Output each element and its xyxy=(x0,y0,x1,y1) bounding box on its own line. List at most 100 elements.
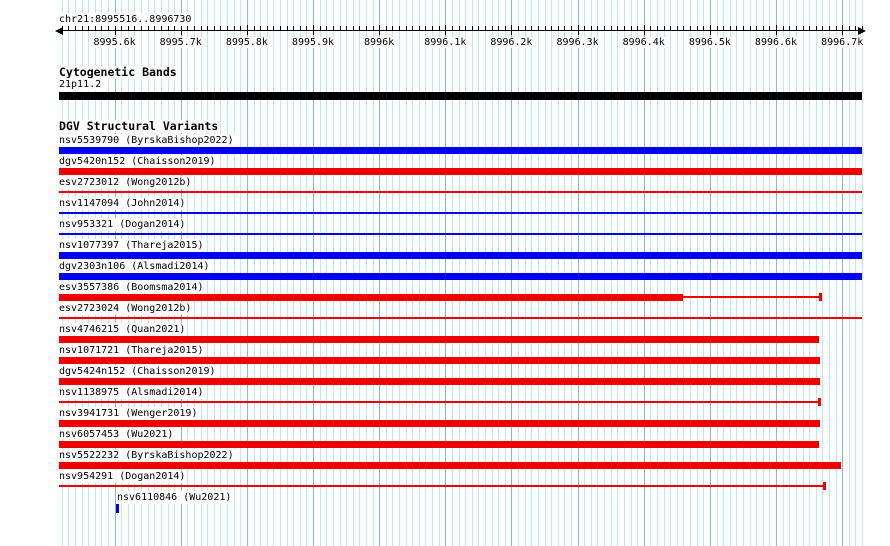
variant-bar-nsv1077397[interactable] xyxy=(59,252,862,259)
ruler-minor-tick xyxy=(141,26,142,31)
ruler-minor-tick xyxy=(485,26,486,31)
ruler-minor-tick xyxy=(862,26,863,31)
ruler-minor-tick xyxy=(471,26,473,31)
ruler-minor-tick xyxy=(432,26,434,31)
ruler-minor-tick xyxy=(332,26,334,31)
track-title-dgv-structural-variants: DGV Structural Variants xyxy=(59,119,221,133)
ruler-minor-tick xyxy=(557,26,559,31)
variant-label: nsv4746215 (Quan2021) xyxy=(59,323,188,336)
ruler-major-tick xyxy=(511,25,513,35)
ruler-minor-tick xyxy=(359,26,361,31)
ruler-minor-tick xyxy=(756,26,758,31)
ruler-minor-tick xyxy=(650,26,652,31)
ruler-minor-tick xyxy=(372,26,374,31)
ruler-minor-tick xyxy=(795,26,797,31)
ruler-major-tick xyxy=(577,25,579,35)
ruler-minor-tick xyxy=(491,26,493,31)
ruler-major-tick xyxy=(445,25,447,35)
ruler-minor-tick xyxy=(127,26,129,31)
variant-bar-nsv3941731[interactable] xyxy=(59,420,820,427)
variant-bar-dgv5424n152[interactable] xyxy=(59,378,820,385)
ruler-minor-tick xyxy=(537,26,539,31)
ruler-minor-tick xyxy=(240,26,242,31)
variant-bar-nsv6110846[interactable] xyxy=(116,504,119,513)
ruler-minor-tick xyxy=(696,26,698,31)
variant-bar-nsv953321[interactable] xyxy=(59,233,862,235)
ruler-minor-tick xyxy=(346,26,348,31)
variant-bar-dgv2303n106[interactable] xyxy=(59,273,862,280)
ruler-minor-tick xyxy=(782,26,784,31)
ruler-minor-tick xyxy=(809,26,811,31)
ruler-minor-tick xyxy=(623,26,625,31)
variant-label: dgv5424n152 (Chaisson2019) xyxy=(59,365,218,378)
ruler-minor-tick xyxy=(590,26,592,31)
variant-bar-nsv4746215[interactable] xyxy=(59,336,819,343)
variant-bar-nsv954291[interactable] xyxy=(59,485,823,487)
ruler-minor-tick xyxy=(319,26,321,31)
cytoband-bar xyxy=(59,92,862,100)
ruler-minor-tick xyxy=(412,26,414,31)
variant-end-cap-nsv954291[interactable] xyxy=(823,482,826,490)
variant-bar-nsv5539790[interactable] xyxy=(59,147,862,154)
variant-bar-esv2723012[interactable] xyxy=(59,191,862,193)
ruler-minor-tick xyxy=(630,26,632,31)
ruler-minor-tick xyxy=(174,26,176,31)
ruler-minor-tick xyxy=(518,26,519,31)
ruler-minor-tick xyxy=(418,26,420,31)
ruler-minor-tick xyxy=(736,26,738,31)
variant-label: nsv953321 (Dogan2014) xyxy=(59,218,188,231)
variant-label: esv2723024 (Wong2012b) xyxy=(59,302,194,315)
ruler-major-tick xyxy=(246,25,248,35)
ruler-minor-tick xyxy=(286,26,288,31)
ruler-minor-tick xyxy=(749,26,751,31)
variant-bar-esv3557386[interactable] xyxy=(59,294,683,301)
ruler-major-tick xyxy=(379,25,381,35)
variant-bar-dgv5420n152[interactable] xyxy=(59,168,862,175)
ruler-minor-tick xyxy=(657,26,658,31)
ruler-major-tick xyxy=(709,25,711,35)
ruler-tick-label: 8995.7k xyxy=(158,37,203,48)
variant-bar-nsv1071721[interactable] xyxy=(59,357,820,364)
variant-label: nsv5522232 (ByrskaBishop2022) xyxy=(59,449,236,462)
variant-label: nsv1071721 (Thareja2015) xyxy=(59,344,206,357)
ruler-minor-tick xyxy=(597,26,599,31)
ruler-minor-tick xyxy=(690,26,691,31)
ruler-minor-tick xyxy=(220,26,222,31)
ruler-minor-tick xyxy=(339,26,341,31)
ruler-minor-tick xyxy=(584,26,586,31)
variant-bar-nsv5522232[interactable] xyxy=(59,462,841,469)
ruler-minor-tick xyxy=(604,26,605,31)
ruler-tick-label: 8996.6k xyxy=(753,37,799,48)
ruler-minor-tick xyxy=(187,26,189,31)
variant-end-cap-esv3557386[interactable] xyxy=(819,293,822,301)
variant-bar-esv2723024[interactable] xyxy=(59,317,862,319)
ruler-minor-tick xyxy=(425,26,427,31)
ruler-minor-tick xyxy=(154,26,156,31)
ruler-tick-label: 8996.2k xyxy=(489,37,534,48)
variant-bar-nsv1147094[interactable] xyxy=(59,212,862,214)
ruler-minor-tick xyxy=(524,26,526,31)
ruler-minor-tick xyxy=(828,26,830,31)
variant-bar-esv3557386[interactable] xyxy=(683,296,819,298)
ruler-minor-tick xyxy=(676,26,678,31)
variant-end-cap-nsv1138975[interactable] xyxy=(818,398,821,406)
variant-label: dgv2303n106 (Alsmadi2014) xyxy=(59,260,212,273)
ruler-major-tick xyxy=(776,25,777,35)
ruler-minor-tick xyxy=(848,26,850,31)
ruler-tick-label: 8996.5k xyxy=(687,37,732,48)
ruler-minor-tick xyxy=(399,26,400,31)
ruler-minor-tick xyxy=(74,26,76,31)
ruler-minor-tick xyxy=(121,26,123,31)
ruler-minor-tick xyxy=(200,26,202,31)
ruler-minor-tick xyxy=(617,26,619,31)
ruler-minor-tick xyxy=(365,26,367,31)
variant-bar-nsv6057453[interactable] xyxy=(59,441,819,448)
ruler-minor-tick xyxy=(729,26,731,31)
ruler-major-tick xyxy=(643,25,645,35)
ruler-major-tick xyxy=(180,25,182,35)
ruler-minor-tick xyxy=(326,26,328,31)
variant-bar-nsv1138975[interactable] xyxy=(59,401,818,403)
ruler-minor-tick xyxy=(279,26,281,31)
ruler-minor-tick xyxy=(134,26,136,31)
